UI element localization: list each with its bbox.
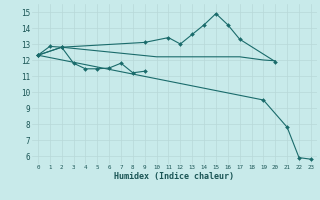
X-axis label: Humidex (Indice chaleur): Humidex (Indice chaleur) [115,172,234,181]
